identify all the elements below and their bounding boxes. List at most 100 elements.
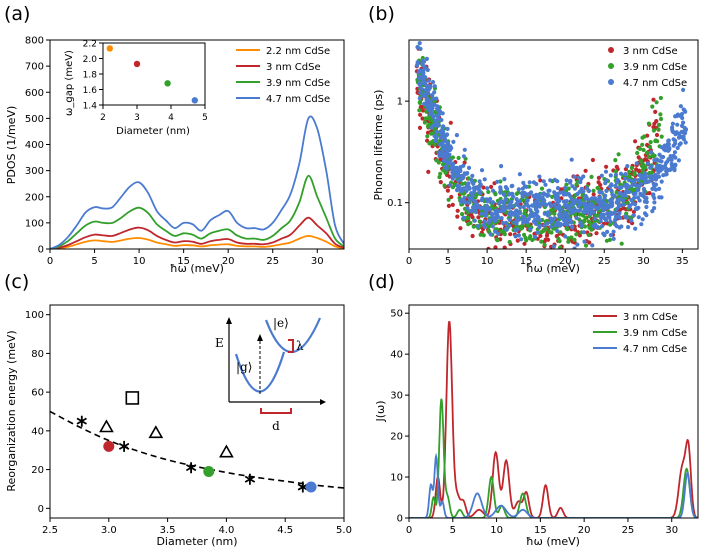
schematic-y-arrowhead — [226, 317, 232, 324]
panel-c-xlabel: Diameter (nm) — [156, 535, 237, 548]
ground-state-label: |g⟩ — [236, 360, 252, 374]
lifetime-point — [623, 190, 629, 195]
lifetime-point — [424, 98, 429, 103]
excited-state-label: |e⟩ — [273, 316, 289, 330]
lifetime-point — [450, 155, 455, 160]
lifetime-point — [498, 190, 503, 195]
panel-d-frame — [408, 304, 699, 519]
lifetime-point — [670, 121, 676, 126]
lifetime-point — [604, 178, 609, 183]
lifetime-point — [435, 106, 440, 111]
panel-a-xtick-label: 10 — [133, 256, 146, 267]
lifetime-point — [638, 191, 643, 196]
lifetime-point — [468, 209, 473, 214]
lifetime-point — [427, 86, 432, 92]
lifetime-point — [428, 102, 433, 107]
panel-a-ytick-label: 400 — [25, 140, 44, 151]
lifetime-point — [441, 154, 446, 159]
lifetime-point — [676, 135, 682, 140]
panel-d-xtick-label: 10 — [490, 525, 503, 536]
lifetime-point — [516, 233, 522, 238]
panel-c-ytick-label: 0 — [38, 504, 44, 515]
lifetime-point — [604, 206, 609, 211]
lifetime-point — [430, 115, 436, 120]
panel-c-xtick-label: 5.0 — [336, 525, 352, 536]
lifetime-point — [600, 224, 605, 229]
lifetime-point — [614, 180, 619, 185]
lifetime-point — [477, 219, 482, 224]
lifetime-point — [467, 186, 472, 191]
lifetime-point — [626, 225, 631, 230]
lifetime-point — [527, 180, 532, 185]
lifetime-point — [450, 176, 455, 181]
lifetime-point — [642, 171, 648, 176]
lifetime-point — [492, 218, 497, 223]
lifetime-point — [481, 222, 487, 227]
panel-c-xtick-label: 4.5 — [277, 525, 293, 536]
lifetime-point — [633, 183, 639, 188]
panel-b-points — [414, 41, 689, 249]
lifetime-point — [419, 104, 425, 109]
lifetime-point — [613, 172, 619, 177]
lifetime-point — [651, 192, 656, 197]
lifetime-point — [617, 211, 622, 216]
lifetime-point — [665, 159, 670, 164]
lifetime-point — [645, 161, 650, 166]
lifetime-point — [471, 186, 476, 191]
lifetime-point — [663, 148, 668, 153]
lifetime-point — [635, 150, 640, 156]
lifetime-point — [637, 184, 642, 189]
lifetime-point — [444, 149, 449, 154]
lifetime-point — [676, 158, 682, 163]
lifetime-point — [431, 123, 436, 128]
lifetime-point — [461, 215, 466, 220]
lifetime-point — [562, 204, 567, 209]
panel-b-ytick-label: 0.1 — [387, 198, 403, 209]
lifetime-point — [536, 192, 542, 197]
panel-c-ytick-label: 60 — [31, 388, 44, 399]
lifetime-point — [532, 234, 538, 240]
lifetime-point — [577, 189, 582, 194]
lifetime-point — [681, 87, 686, 92]
lifetime-point — [587, 240, 592, 245]
lifetime-point — [666, 142, 672, 147]
lifetime-point — [475, 186, 480, 191]
panel-a-ylabel: PDOS (1/meV) — [5, 106, 18, 185]
lifetime-point — [550, 194, 555, 199]
inset-point-1 — [106, 45, 114, 52]
lifetime-point — [646, 121, 652, 126]
panel-c-ytick-label: 20 — [31, 465, 44, 476]
lifetime-point — [490, 200, 495, 205]
lifetime-point — [598, 219, 603, 224]
lifetime-point — [625, 164, 630, 169]
lifetime-point — [421, 75, 426, 80]
pdos-line-4 — [50, 115, 344, 249]
lifetime-point — [462, 195, 467, 200]
lifetime-point — [459, 177, 464, 182]
lifetime-point — [536, 202, 542, 207]
lifetime-point — [652, 206, 657, 211]
lifetime-point — [599, 212, 604, 217]
lifetime-point — [631, 179, 636, 184]
inset-ytick-label: 1.4 — [83, 102, 98, 112]
lifetime-point — [621, 202, 626, 207]
legend-b-marker-2 — [608, 63, 614, 69]
lifetime-point — [451, 139, 456, 144]
lifetime-point — [436, 150, 442, 155]
lifetime-point — [438, 171, 443, 176]
panel-b-xlabel: ħω (meV) — [526, 262, 580, 275]
lifetime-point — [616, 214, 621, 219]
lifetime-point — [569, 157, 574, 162]
lifetime-point — [417, 100, 422, 105]
lifetime-point — [657, 163, 662, 168]
lifetime-point — [426, 91, 431, 96]
lifetime-point — [552, 216, 557, 221]
lifetime-point — [458, 226, 463, 231]
lifetime-point — [470, 233, 475, 239]
lifetime-point — [585, 210, 590, 215]
lifetime-point — [613, 158, 618, 163]
lifetime-point — [417, 108, 422, 113]
panel-label-b: (b) — [368, 3, 395, 25]
lifetime-point — [489, 184, 494, 189]
